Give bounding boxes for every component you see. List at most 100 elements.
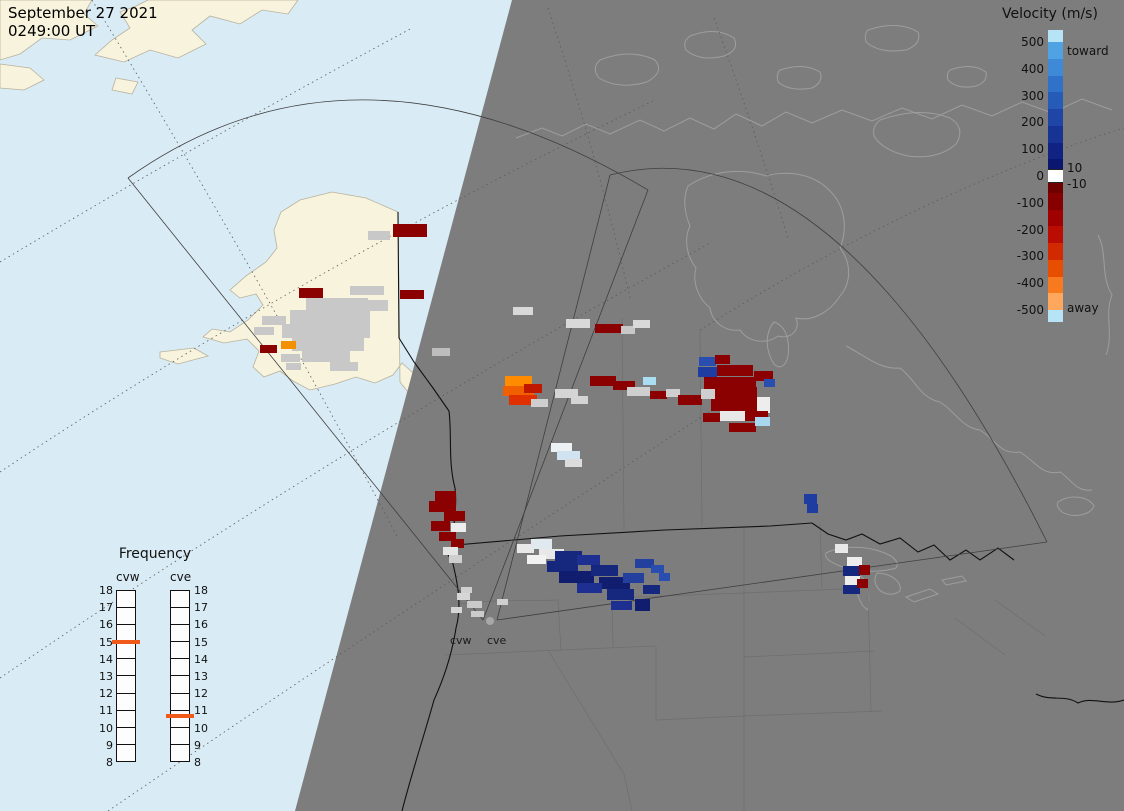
night-region (295, 0, 1124, 811)
radar-echo-cell (497, 599, 508, 605)
frequency-ticks-cve: 18 17 16 15 14 13 12 11 10 9 8 (92, 546, 232, 786)
velocity-tick-label: -200 (1016, 222, 1044, 237)
frequency-cell (171, 743, 189, 761)
velocity-tick-label: 400 (1021, 61, 1044, 76)
radar-echo-cell (651, 565, 664, 573)
radar-echo-cell (577, 555, 600, 565)
velocity-tick-label: 0 (1036, 169, 1044, 183)
radar-echo-cell (531, 399, 548, 407)
frequency-cell (117, 658, 135, 675)
radar-echo-cell (451, 607, 462, 613)
frequency-cell (171, 591, 189, 607)
radar-echo-cell (607, 589, 634, 600)
frequency-cell (171, 624, 189, 641)
radar-echo-cell (292, 338, 364, 351)
frequency-ticks-cvw: 18 17 16 15 14 13 12 11 10 9 8 (92, 546, 232, 786)
radar-echo-cell (571, 396, 588, 404)
radar-echo-cell (286, 363, 301, 370)
radar-echo-cell (635, 559, 654, 568)
frequency-cell (117, 743, 135, 761)
radar-echo-cell (699, 357, 716, 366)
radar-echo-cell (591, 565, 618, 576)
velocity-tick-label: 300 (1021, 88, 1044, 103)
radar-echo-cell (431, 521, 450, 531)
radar-echo-cell (400, 290, 424, 299)
velocity-tick-label: 100 (1021, 142, 1044, 157)
radar-echo-cell (302, 351, 350, 362)
radar-echo-cell (643, 585, 660, 594)
velocity-tick-labels: 500 400 300 200 100 0 -100 -200 -300 -400 -500 (1006, 30, 1044, 322)
toward-label: toward (1067, 44, 1109, 58)
colorbar-segment (1048, 293, 1063, 310)
frequency-cell (117, 591, 135, 607)
frequency-marker-cve (166, 713, 194, 718)
radar-echo-cell (859, 565, 870, 575)
radar-site-dot (486, 617, 494, 625)
radar-echo-cell (330, 362, 358, 371)
radar-echo-cell (547, 561, 578, 572)
radar-echo-cell (471, 611, 484, 617)
state-borders (444, 317, 1046, 811)
frequency-cell (117, 675, 135, 692)
radar-echo-cell (449, 555, 462, 563)
velocity-tick-label: -500 (1016, 303, 1044, 317)
radar-echo-cell (635, 599, 650, 611)
radar-echo-cell (557, 451, 580, 460)
frequency-cell (171, 726, 189, 744)
lower-threshold-label: -10 (1067, 177, 1087, 191)
radar-echo-cell (715, 387, 757, 399)
frequency-title: Frequency (118, 546, 192, 562)
colorbar-segment (1048, 243, 1063, 260)
radar-echo-cell (835, 544, 848, 553)
velocity-legend-title: Velocity (m/s) (1002, 6, 1098, 22)
frequency-cell (117, 607, 135, 624)
frequency-cell (117, 624, 135, 641)
frequency-tick-label: 14 (99, 652, 113, 666)
frequency-marker-cvw (112, 639, 140, 644)
upper-threshold-label: 10 (1067, 161, 1083, 175)
radar-echo-cell (703, 413, 720, 422)
radar-echo-cell (444, 511, 465, 521)
frequency-cell (171, 658, 189, 675)
radar-echo-cell (621, 326, 635, 334)
radar-echo-cell (457, 593, 470, 600)
colorbar-segment (1048, 75, 1063, 93)
frequency-cell (171, 675, 189, 692)
radar-echo-cell (678, 395, 702, 405)
radar-echo-cell (857, 579, 868, 588)
radar-echo-cell (650, 391, 667, 399)
radar-echo-cell (807, 504, 818, 513)
frequency-tick-label: 11 (194, 704, 208, 718)
radar-echo-cell (745, 411, 768, 421)
radar-echo-cell (467, 601, 482, 608)
frequency-tick-label: 16 (99, 618, 113, 632)
frequency-scale-cvw (116, 590, 136, 762)
radar-echo-cell (566, 319, 590, 328)
frequency-tick-label: 8 (194, 756, 201, 769)
velocity-colorbar (1048, 30, 1063, 322)
frequency-cell (171, 607, 189, 624)
radar-echo-cell (611, 601, 632, 610)
colorbar-segment (1048, 142, 1063, 160)
radar-echo-cell (843, 585, 860, 594)
radar-echo-cell (701, 389, 716, 399)
radar-echo-cell (281, 341, 296, 349)
radar-echo-cell (764, 379, 775, 387)
colorbar-segment (1048, 259, 1063, 277)
frequency-cell (117, 692, 135, 710)
radar-echo-cell (755, 417, 770, 426)
frequency-tick-label: 8 (106, 756, 113, 769)
radar-echo-cell (757, 397, 770, 413)
colorbar-segment (1048, 125, 1063, 143)
frequency-cell (117, 641, 135, 658)
radar-echo-cell (443, 547, 458, 555)
colorbar-segment (1048, 58, 1063, 76)
radar-echo-cell (729, 423, 756, 432)
night-coastlines (515, 25, 1113, 611)
frequency-radar-name-cvw: cvw (116, 570, 140, 584)
colorbar-segment (1048, 92, 1063, 109)
radar-echo-cell (555, 551, 582, 562)
frequency-tick-label: 9 (106, 738, 113, 752)
radar-echo-cell (847, 557, 862, 566)
